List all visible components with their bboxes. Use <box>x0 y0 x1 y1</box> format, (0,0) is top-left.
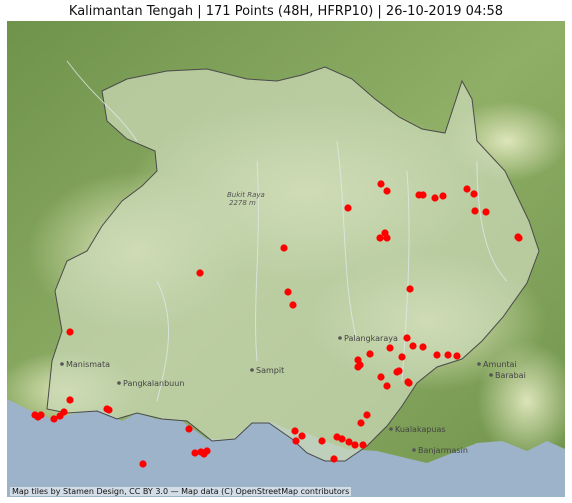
hotspot-point <box>289 301 297 309</box>
hotspot-point <box>56 412 64 420</box>
hotspot-point <box>515 234 523 242</box>
hotspot-point <box>383 187 391 195</box>
hotspot-point <box>376 234 384 242</box>
peak-label: Bukit Raya 2278 m <box>227 191 265 207</box>
hotspot-point <box>357 419 365 427</box>
hotspot-point <box>191 449 199 457</box>
city-marker-sampit <box>250 368 254 372</box>
city-label-banjarmasin: Banjarmasin <box>418 446 468 455</box>
city-label-kualakapuas: Kualakapuas <box>395 425 446 434</box>
hotspot-point <box>318 437 326 445</box>
svg-text:2278 m: 2278 m <box>229 199 256 207</box>
city-marker-barabai <box>489 373 493 377</box>
hotspot-point <box>419 343 427 351</box>
sea-area <box>7 399 565 497</box>
hotspot-point <box>419 191 427 199</box>
city-label-barabai: Barabai <box>495 371 526 380</box>
hotspot-point <box>406 285 414 293</box>
hotspot-point <box>363 411 371 419</box>
hotspot-point <box>482 208 490 216</box>
city-marker-palangkaraya <box>338 336 342 340</box>
hotspot-point <box>280 244 288 252</box>
hotspot-point <box>409 342 417 350</box>
city-label-sampit: Sampit <box>256 366 284 375</box>
hotspot-point <box>403 334 411 342</box>
hotspot-point <box>338 435 346 443</box>
hotspot-point <box>284 288 292 296</box>
hotspot-point <box>31 411 39 419</box>
map-canvas[interactable]: Palangkaraya Sampit Pangkalanbuun Manismata… <box>7 21 565 497</box>
svg-text:Bukit Raya: Bukit Raya <box>227 191 265 199</box>
hotspot-point <box>66 328 74 336</box>
hotspot-point <box>139 460 147 468</box>
city-marker-kualakapuas <box>389 427 393 431</box>
province-boundary <box>46 66 540 462</box>
hotspot-point <box>105 406 113 414</box>
map-attribution: Map tiles by Stamen Design, CC BY 3.0 — … <box>10 487 352 496</box>
hotspot-point <box>395 367 403 375</box>
hotspot-point <box>330 455 338 463</box>
city-label-manismata: Manismata <box>66 360 110 369</box>
hotspot-point <box>292 437 300 445</box>
city-marker-banjarmasin <box>412 448 416 452</box>
city-label-amuntai: Amuntai <box>483 360 517 369</box>
hotspots <box>31 180 523 468</box>
hotspot-point <box>200 450 208 458</box>
hotspot-point <box>405 379 413 387</box>
hotspot-point <box>386 344 394 352</box>
hotspot-point <box>463 185 471 193</box>
hotspot-point <box>366 350 374 358</box>
hotspot-point <box>398 353 406 361</box>
hotspot-point <box>359 441 367 449</box>
city-marker-pangkalanbuun <box>117 381 121 385</box>
hotspot-point <box>345 438 353 446</box>
hotspot-point <box>471 207 479 215</box>
rivers <box>66 60 508 402</box>
hotspot-point <box>470 190 478 198</box>
hotspot-point <box>351 441 359 449</box>
hotspot-point <box>439 192 447 200</box>
city-labels: Palangkaraya Sampit Pangkalanbuun Manismata… <box>60 334 526 455</box>
hotspot-point <box>66 396 74 404</box>
hotspot-point <box>433 351 441 359</box>
city-marker-amuntai <box>477 362 481 366</box>
hotspot-point <box>196 269 204 277</box>
hotspot-point <box>431 194 439 202</box>
city-marker-manismata <box>60 362 64 366</box>
hotspot-point <box>50 415 58 423</box>
hotspot-point <box>344 204 352 212</box>
hotspot-point <box>453 352 461 360</box>
hotspot-point <box>383 234 391 242</box>
hotspot-point <box>377 373 385 381</box>
hotspot-point <box>185 425 193 433</box>
map-title: Kalimantan Tengah | 171 Points (48H, HFR… <box>68 4 504 19</box>
hotspot-point <box>383 382 391 390</box>
hotspot-point <box>291 427 299 435</box>
map-frame[interactable]: Palangkaraya Sampit Pangkalanbuun Manismata… <box>7 21 565 497</box>
city-label-pangkalanbuun: Pangkalanbuun <box>123 379 184 388</box>
hotspot-point <box>298 432 306 440</box>
city-label-palangkaraya: Palangkaraya <box>344 334 398 343</box>
hotspot-point <box>377 180 385 188</box>
hotspot-point <box>354 363 362 371</box>
hotspot-point <box>444 351 452 359</box>
